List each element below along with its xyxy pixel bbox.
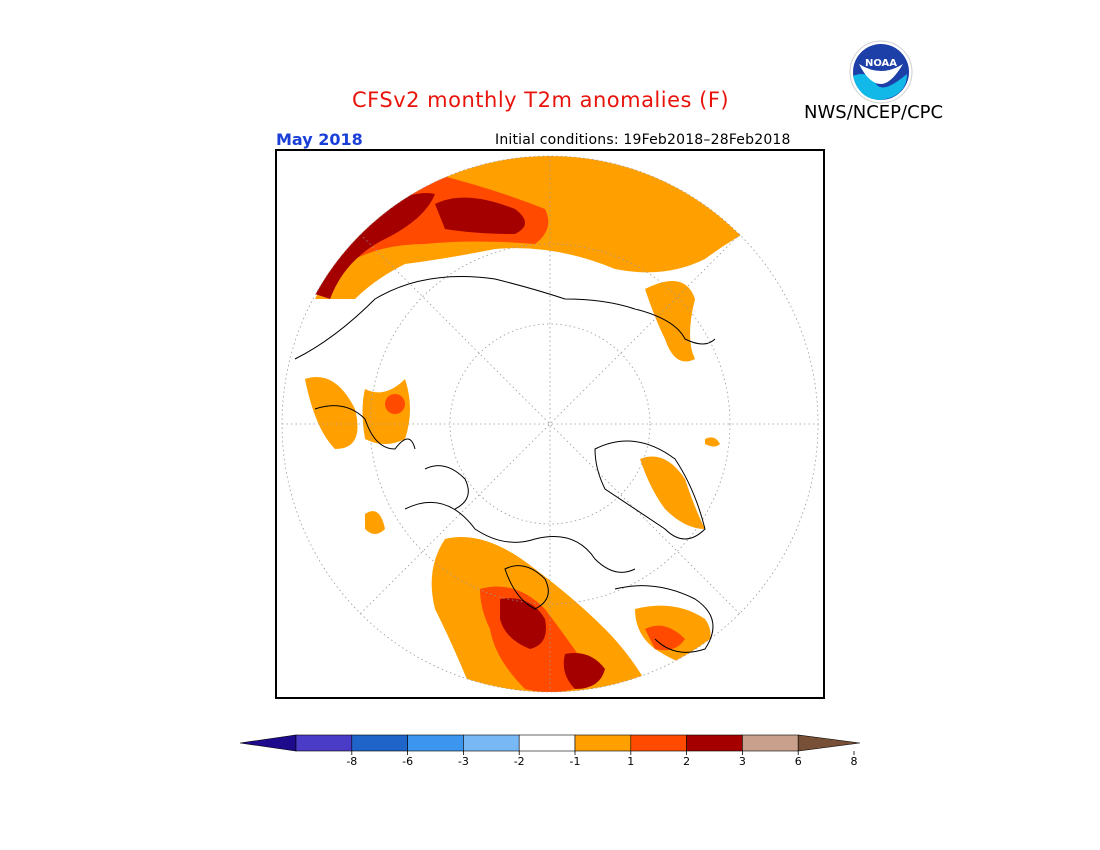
forecast-month: May 2018	[276, 130, 363, 149]
chart-title: CFSv2 monthly T2m anomalies (F)	[352, 88, 730, 112]
colorbar-tick-label: 1	[627, 755, 634, 768]
colorbar-tick-label: 6	[795, 755, 802, 768]
anomaly-region-europe	[645, 281, 695, 362]
anomaly-region-alaska	[305, 377, 358, 449]
colorbar-arrow-low	[239, 734, 297, 752]
anomaly-region-bering	[365, 511, 385, 534]
colorbar-box	[630, 734, 687, 752]
colorbar-box	[351, 734, 408, 752]
colorbar-tick-label: 3	[739, 755, 746, 768]
colorbar-box	[518, 734, 576, 752]
polar-anomaly-map	[275, 149, 825, 699]
agency-label: NWS/NCEP/CPC	[804, 102, 944, 123]
noaa-logo: NOAA	[849, 40, 913, 104]
colorbar-tick-label: -8	[346, 755, 357, 768]
colorbar-box	[407, 734, 464, 752]
colorbar-box	[574, 734, 632, 752]
anomaly-region-canada-max	[500, 598, 546, 649]
colorbar-boxes	[239, 734, 861, 752]
colorbar-tick-label: -3	[458, 755, 469, 768]
anomaly-region-svalbard	[705, 437, 720, 447]
anomaly-region-quebec-strong	[645, 625, 685, 651]
colorbar-box	[742, 734, 799, 752]
anomaly-region-taymyr-max	[435, 197, 525, 234]
colorbar-box	[463, 734, 520, 752]
anomaly-spot-alaska	[385, 394, 405, 414]
anomaly-region-siberia-max	[315, 193, 435, 299]
colorbar-box	[295, 734, 353, 752]
colorbar-tick-label: -6	[402, 755, 413, 768]
colorbar-tick-label: 8	[851, 755, 858, 768]
anomaly-region-greenland	[640, 456, 705, 529]
colorbar-labels: -8 -6 -3 -2 -1 1 2 3 6 8	[346, 751, 858, 768]
colorbar-tick-label: -1	[570, 755, 581, 768]
noaa-logo-text: NOAA	[865, 58, 897, 69]
colorbar-arrow-high	[797, 734, 861, 752]
anomaly-region-plains-max	[563, 653, 605, 689]
colorbar-legend: -8 -6 -3 -2 -1 1 2 3 6 8	[239, 734, 861, 768]
colorbar-box	[686, 734, 743, 752]
initial-conditions: Initial conditions: 19Feb2018–28Feb2018	[495, 132, 791, 148]
colorbar-tick-label: -2	[514, 755, 525, 768]
colorbar-tick-label: 2	[683, 755, 690, 768]
